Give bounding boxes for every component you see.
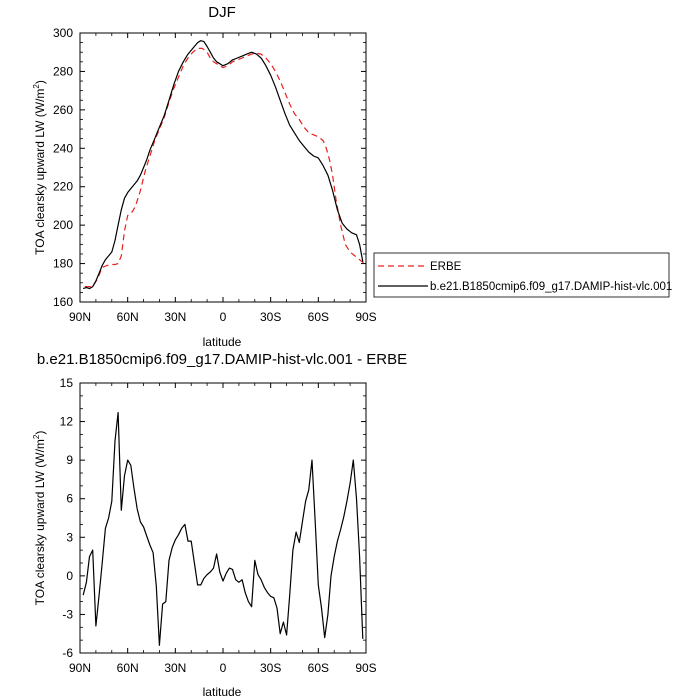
top-y-ticks: 160 180 200 220 240 260 280 300 [53, 26, 366, 309]
top-x-tick-label: 60N [117, 310, 139, 324]
bottom-y-tick-label: -6 [62, 646, 73, 660]
top-x-ticks: 90N 60N 30N 0 30S 60S 90S [69, 33, 377, 324]
top-series-line-model [83, 40, 364, 290]
bottom-chart-title: b.e21.B1850cmip6.f09_g17.DAMIP-hist-vlc.… [37, 351, 407, 368]
legend-box [373, 252, 670, 298]
bottom-y-tick-label: 6 [66, 492, 73, 506]
bottom-x-tick-label: 60N [117, 661, 139, 675]
bottom-plot-frame [79, 382, 367, 654]
top-y-tick-label: 220 [53, 180, 73, 194]
legend-model-label: b.e21.B1850cmip6.f09_g17.DAMIP-hist-vlc.… [430, 281, 672, 293]
top-y-tick-label: 260 [53, 103, 73, 117]
legend: ERBE b.e21.B1850cmip6.f09_g17.DAMIP-hist… [373, 252, 672, 298]
top-x-tick-label: 90N [69, 310, 91, 324]
top-y-tick-label: 280 [53, 64, 73, 78]
bottom-series [82, 412, 364, 646]
bottom-y-axis-label: TOA clearsky upward LW (W/m2) [32, 431, 47, 606]
legend-erbe-label: ERBE [430, 261, 462, 273]
top-y-tick-label: 200 [53, 218, 73, 232]
top-plot-frame [79, 32, 367, 303]
top-x-tick-label: 60S [308, 310, 329, 324]
top-chart-title: DJF [208, 4, 236, 21]
top-x-tick-label: 0 [220, 310, 227, 324]
bottom-x-tick-label: 0 [220, 661, 227, 675]
bottom-x-tick-label: 30N [164, 661, 186, 675]
top-x-axis-label: latitude [203, 335, 242, 349]
top-y-tick-label: 300 [53, 26, 73, 40]
top-y-tick-label: 180 [53, 257, 73, 271]
top-y-tick-label: 240 [53, 141, 73, 155]
bottom-series-line-model [82, 412, 364, 646]
bottom-x-tick-label: 90S [355, 661, 376, 675]
top-x-tick-label: 30N [164, 310, 186, 324]
bottom-y-tick-label: 3 [66, 530, 73, 544]
top-x-tick-label: 30S [260, 310, 281, 324]
bottom-y-ticks: -6 -3 0 3 6 9 12 15 [60, 376, 366, 660]
bottom-x-axis-label: latitude [203, 685, 242, 699]
bottom-y-tick-label: -3 [62, 607, 73, 621]
bottom-y-tick-label: 12 [60, 415, 74, 429]
bottom-x-tick-label: 90N [69, 661, 91, 675]
bottom-x-tick-label: 60S [308, 661, 329, 675]
bottom-x-tick-label: 30S [260, 661, 281, 675]
top-series-line-erbe [84, 47, 365, 288]
top-chart: DJF 90N 60N 30N 0 30S 60S 90S 160 180 200 220 240 2… [32, 4, 377, 349]
bottom-y-tick-label: 9 [66, 453, 73, 467]
bottom-x-ticks: 90N 60N 30N 0 30S 60S 90S [69, 383, 377, 675]
top-x-tick-label: 90S [355, 310, 376, 324]
top-y-axis-label: TOA clearsky upward LW (W/m2) [32, 80, 47, 255]
bottom-y-tick-label: 0 [66, 569, 73, 583]
bottom-chart: b.e21.B1850cmip6.f09_g17.DAMIP-hist-vlc.… [32, 351, 407, 699]
top-y-tick-label: 160 [53, 295, 73, 309]
top-series [83, 40, 365, 290]
bottom-y-tick-label: 15 [60, 376, 74, 390]
